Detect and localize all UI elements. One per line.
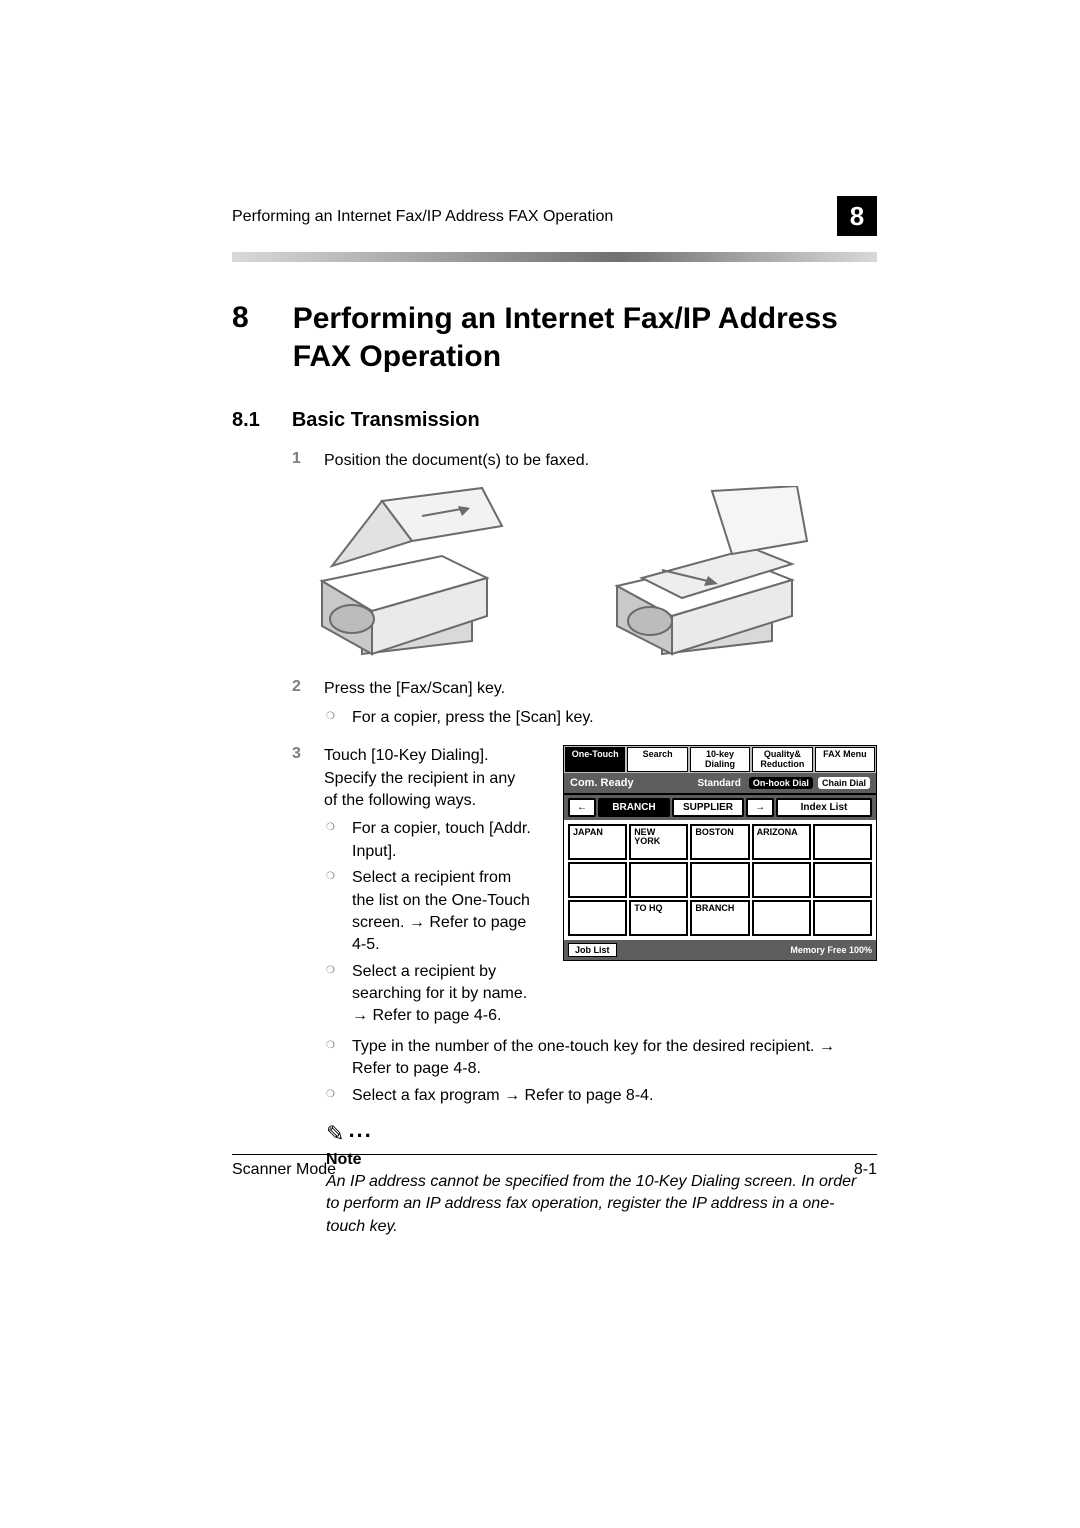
sub-bullet-icon: ❍: [326, 871, 338, 961]
sub-bullet-icon: ❍: [326, 711, 338, 733]
lcd-memory-value: 100%: [849, 945, 872, 955]
lcd-onetouch-key[interactable]: BOSTON: [690, 824, 749, 860]
sub-step-text: Type in the number of the one-touch key …: [352, 1036, 877, 1081]
running-header-title: Performing an Internet Fax/IP Address FA…: [232, 200, 613, 236]
lcd-onetouch-key[interactable]: [752, 900, 811, 936]
h1-number: 8: [232, 300, 249, 375]
lcd-memory-label: Memory Free: [790, 945, 846, 955]
lcd-tab-onetouch[interactable]: One-Touch: [565, 747, 625, 772]
sub-bullet-icon: ❍: [326, 822, 338, 867]
lcd-tab-faxmenu[interactable]: FAX Menu: [815, 747, 875, 772]
sub-step-text: Select a recipient by searching for it b…: [352, 961, 532, 1028]
sub-bullet-icon: ❍: [326, 965, 338, 1032]
lcd-onetouch-key[interactable]: [752, 862, 811, 898]
lcd-onetouch-key[interactable]: BRANCH: [690, 900, 749, 936]
lcd-onhook-pill[interactable]: On-hook Dial: [749, 777, 813, 789]
lcd-onetouch-key[interactable]: [629, 862, 688, 898]
lcd-status-standard: Standard: [698, 778, 741, 789]
step-number: 1: [292, 450, 306, 472]
lcd-onetouch-key[interactable]: [813, 862, 872, 898]
sub-step-text: Select a recipient from the list on the …: [352, 867, 532, 957]
lcd-status-ready: Com. Ready: [570, 777, 634, 789]
lcd-group-supplier[interactable]: SUPPLIER: [672, 798, 744, 817]
note-dots-icon: ...: [348, 1117, 372, 1143]
note-pencil-icon: ✎: [326, 1121, 344, 1147]
lcd-index-list[interactable]: Index List: [776, 798, 872, 817]
lcd-chaindial-pill[interactable]: Chain Dial: [818, 777, 870, 789]
step-number: 3: [292, 745, 306, 812]
lcd-onetouch-key[interactable]: [690, 862, 749, 898]
lcd-onetouch-key[interactable]: [568, 900, 627, 936]
mfp-feeder-illustration: [292, 486, 512, 656]
chapter-number-badge: 8: [837, 196, 877, 236]
step-number: 2: [292, 678, 306, 700]
lcd-onetouch-key[interactable]: [813, 900, 872, 936]
h2-title: Basic Transmission: [292, 409, 480, 432]
lcd-prev-arrow[interactable]: ←: [568, 798, 596, 817]
lcd-onetouch-key[interactable]: JAPAN: [568, 824, 627, 860]
header-divider: [232, 252, 877, 262]
lcd-onetouch-key[interactable]: TO HQ: [629, 900, 688, 936]
lcd-next-arrow[interactable]: →: [746, 798, 774, 817]
sub-step-text: For a copier, press the [Scan] key.: [352, 707, 594, 729]
lcd-group-branch[interactable]: BRANCH: [598, 798, 670, 817]
step-text: Position the document(s) to be faxed.: [324, 450, 589, 472]
h1-title: Performing an Internet Fax/IP Address FA…: [293, 300, 877, 375]
step-text: Touch [10-Key Dialing]. Specify the reci…: [324, 745, 524, 812]
step-text: Press the [Fax/Scan] key.: [324, 678, 505, 700]
lcd-onetouch-key[interactable]: [568, 862, 627, 898]
note-body: An IP address cannot be specified from t…: [326, 1171, 866, 1238]
footer-right: 8-1: [854, 1161, 877, 1179]
sub-bullet-icon: ❍: [326, 1040, 338, 1085]
lcd-onetouch-key[interactable]: [813, 824, 872, 860]
lcd-tab-search[interactable]: Search: [627, 747, 687, 772]
footer-left: Scanner Mode: [232, 1161, 336, 1179]
sub-step-text: For a copier, touch [Addr. Input].: [352, 818, 532, 863]
lcd-onetouch-key[interactable]: ARIZONA: [752, 824, 811, 860]
lcd-tab-quality[interactable]: Quality& Reduction: [752, 747, 812, 772]
lcd-onetouch-key[interactable]: NEW YORK: [629, 824, 688, 860]
sub-bullet-icon: ❍: [326, 1089, 338, 1111]
sub-step-text: Select a fax program → Refer to page 8-4…: [352, 1085, 653, 1107]
h2-number: 8.1: [232, 409, 260, 432]
lcd-tab-10key[interactable]: 10-key Dialing: [690, 747, 750, 772]
lcd-joblist-button[interactable]: Job List: [568, 943, 617, 957]
fax-lcd-panel: One-Touch Search 10-key Dialing Quality&…: [563, 745, 877, 961]
mfp-flatbed-illustration: [592, 486, 812, 656]
